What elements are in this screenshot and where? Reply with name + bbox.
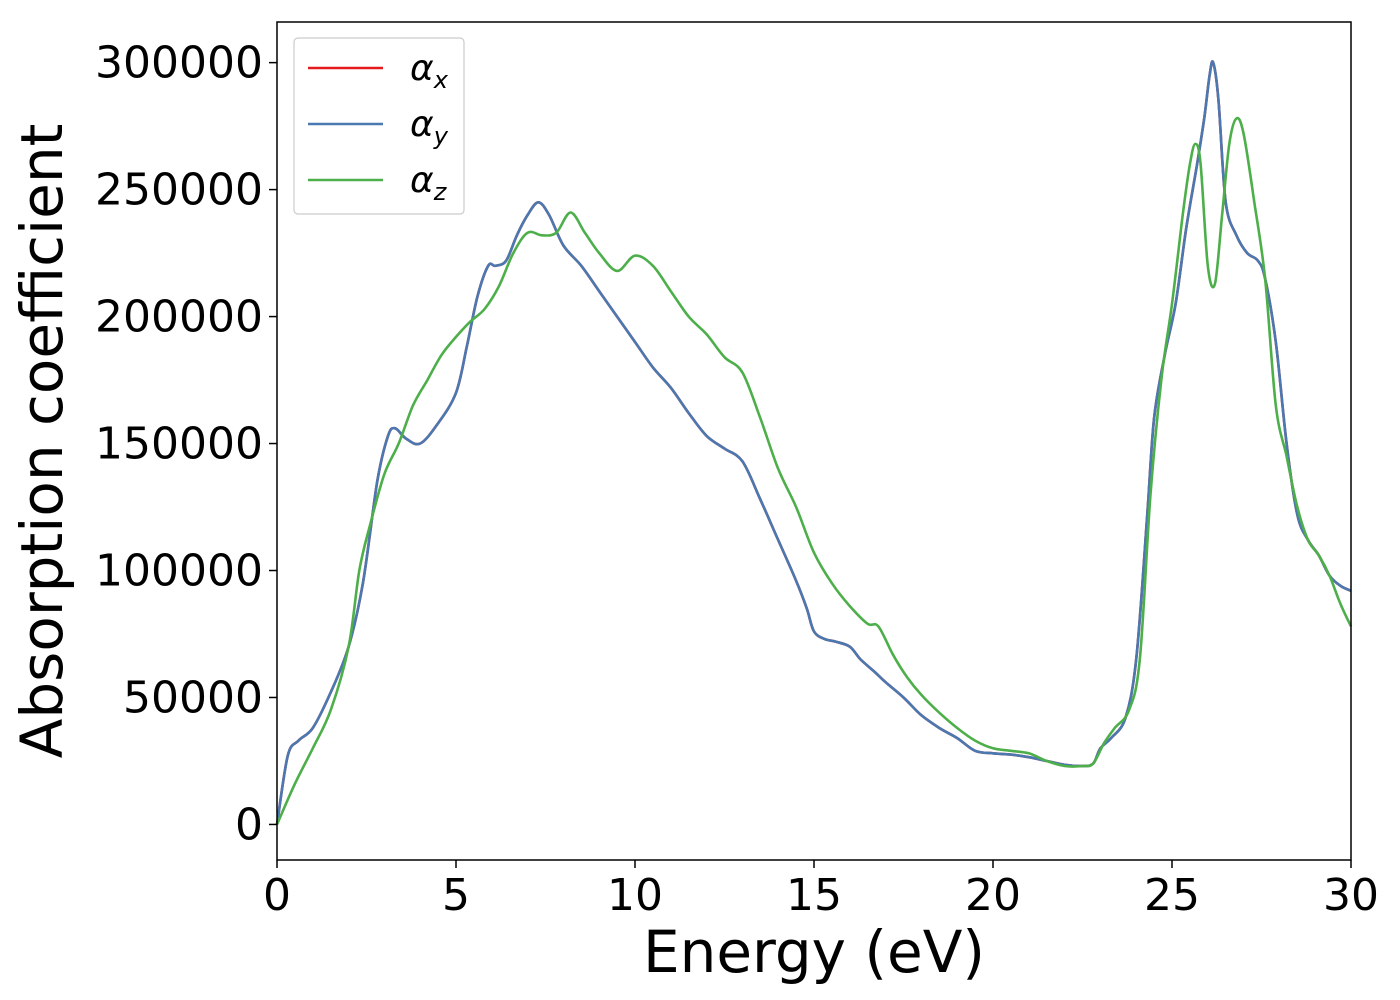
y-axis: 0 50000 100000 150000 200000 250000 300000	[95, 38, 277, 850]
y-axis-title: Absorption coefficient	[8, 124, 76, 759]
x-tick-label: 30	[1323, 870, 1379, 921]
y-tick-label: 300000	[95, 38, 263, 89]
legend-label-z: αz	[410, 160, 448, 206]
y-tick-label: 150000	[95, 419, 263, 470]
x-tick-label: 25	[1144, 870, 1200, 921]
x-tick-label: 5	[442, 870, 470, 921]
x-tick-label: 20	[965, 870, 1021, 921]
y-tick-label: 0	[235, 799, 263, 850]
legend-label-x: αx	[410, 48, 449, 94]
y-tick-label: 100000	[95, 546, 263, 597]
x-axis: 0 5 10 15 20 25 30	[263, 860, 1379, 921]
series-layer	[275, 60, 1353, 825]
y-tick-label: 250000	[95, 165, 263, 216]
series-line-z	[275, 116, 1353, 825]
x-tick-label: 10	[607, 870, 663, 921]
x-axis-title: Energy (eV)	[643, 918, 985, 986]
y-tick-label: 50000	[123, 672, 263, 723]
y-tick-label: 200000	[95, 292, 263, 343]
series-line-y	[275, 60, 1352, 825]
legend-label-y: αy	[410, 104, 449, 150]
legend-box	[293, 37, 465, 215]
x-tick-label: 15	[786, 870, 842, 921]
x-tick-label: 0	[263, 870, 291, 921]
legend: αx αy αz	[293, 37, 465, 215]
